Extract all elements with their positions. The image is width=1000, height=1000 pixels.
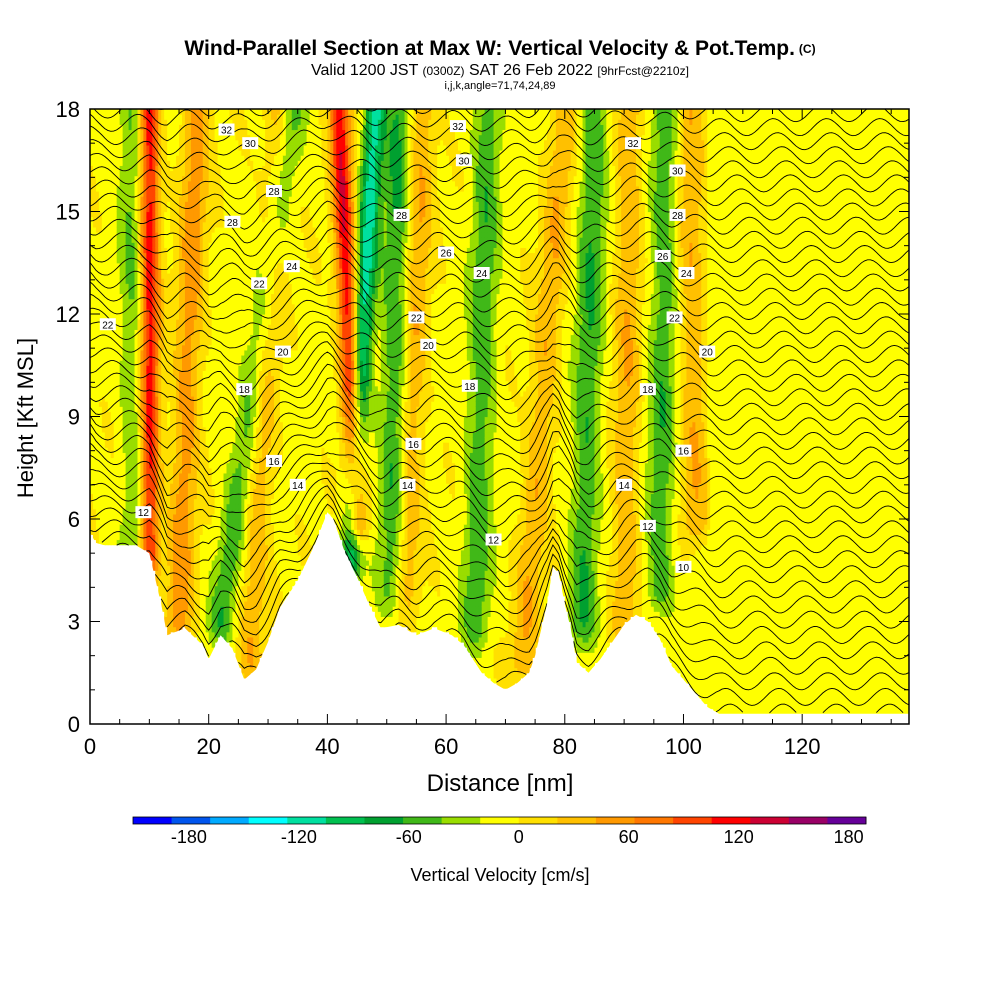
velocity-cell — [212, 642, 216, 648]
chart-svg: 3230282824222220181614123230282624222018… — [0, 0, 1000, 1000]
